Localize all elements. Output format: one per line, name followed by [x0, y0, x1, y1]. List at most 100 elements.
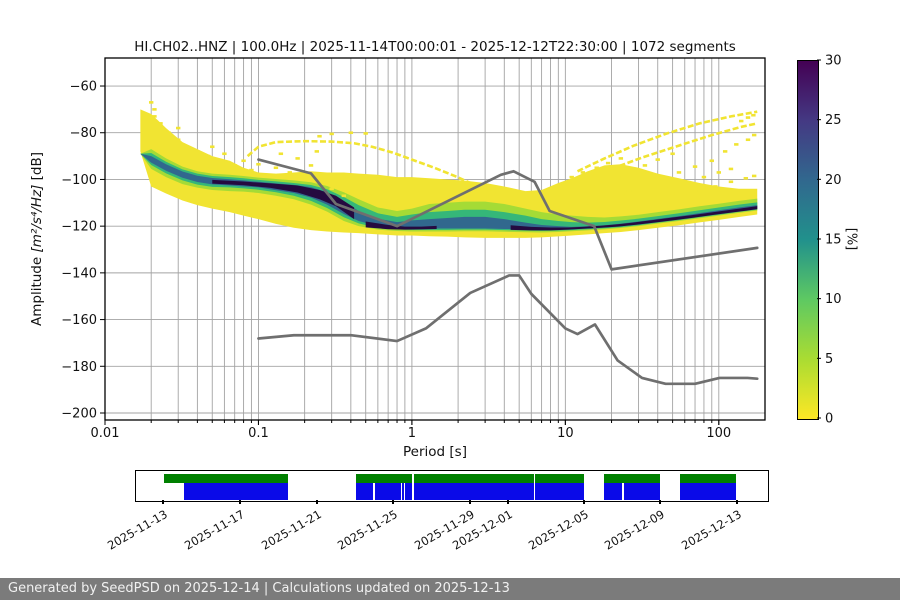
ppsd-outlier-cell [249, 168, 254, 172]
ppsd-outlier-cell [745, 138, 751, 142]
ppsd-outlier-cell [682, 194, 687, 198]
ppsd-outlier-cell [739, 119, 744, 123]
y-tick-label: −100 [61, 173, 97, 188]
ppsd-outlier-cell [295, 157, 300, 160]
ppsd-outlier-cell [697, 189, 702, 193]
ppsd-outlier-cell [273, 166, 279, 170]
ppsd-outlier-cell [308, 164, 314, 167]
ppsd-outlier-cell [222, 152, 227, 156]
timeline-psd-segment [405, 483, 413, 500]
ppsd-outlier-cell [716, 171, 722, 174]
timeline-tick-mark [736, 500, 738, 504]
ppsd-outlier-cell [713, 185, 718, 188]
y-axis-label-units: [m²/s⁴/Hz] [29, 184, 45, 253]
y-tick-label: −80 [70, 126, 97, 141]
ppsd-outlier-cell [655, 178, 660, 181]
ppsd-outlier-cell [602, 180, 607, 184]
ppsd-outlier-cell [682, 181, 687, 185]
y-tick-label: −120 [61, 220, 97, 235]
ppsd-outlier-cell [751, 113, 756, 117]
ppsd-outlier-cell [176, 126, 181, 130]
timeline-tick-mark [583, 500, 585, 504]
y-tick-label: −160 [61, 313, 97, 328]
footer-bar: Generated by SeedPSD on 2025-12-14 | Cal… [0, 578, 900, 600]
ppsd-outlier-cell [348, 131, 354, 135]
ppsd-outlier-cell [317, 134, 322, 138]
ppsd-outlier-cell [663, 187, 668, 191]
timeline-psd-segment [355, 483, 374, 500]
timeline-psd-segment [535, 483, 585, 500]
ppsd-outlier-cell [314, 150, 319, 153]
timeline-archive-segment [603, 474, 660, 484]
ppsd-outlier-cell [232, 164, 237, 167]
nhnm-line [257, 158, 759, 271]
colorbar-tick-label: 10 [825, 292, 842, 307]
ppsd-outlier-cell [216, 159, 221, 163]
x-tick-label: 0.1 [248, 426, 269, 441]
ppsd-outlier-cell [241, 159, 246, 163]
ppsd-outlier-cell [670, 152, 675, 156]
y-axis-label-db: [dB] [29, 151, 45, 185]
colorbar-tick-label: 20 [825, 173, 842, 188]
ppsd-mode-ridge [365, 221, 437, 230]
ppsd-outlier-cell [701, 175, 707, 179]
ppsd-outlier-cell [728, 180, 734, 184]
timeline-psd-segment [623, 483, 660, 500]
x-tick-label: 0.01 [91, 426, 120, 441]
timeline-tick-mark [469, 500, 471, 504]
ppsd-outlier-cell [734, 143, 739, 146]
timeline-tick-mark [659, 500, 661, 504]
ppsd-outlier-cell [629, 169, 634, 173]
timeline-psd-segment [413, 483, 534, 500]
ppsd-outlier-cell [640, 185, 646, 188]
ppsd-outlier-cell [609, 196, 614, 200]
timeline-archive-segment [413, 474, 534, 484]
data-availability-timeline [135, 470, 769, 502]
ppsd-outlier-cell [569, 175, 574, 179]
ppsd-outlier-cell [709, 159, 714, 163]
timeline-psd-segment [183, 483, 288, 500]
ppsd-outlier-arc [611, 122, 758, 171]
ppsd-outlier-cell [745, 116, 751, 119]
ppsd-outlier-arc [246, 139, 496, 195]
ppsd-outlier-cell [329, 132, 334, 136]
ppsd-outlier-cell [751, 174, 757, 178]
ppsd-outlier-cell [692, 165, 698, 168]
ppsd-outlier-cell [594, 166, 599, 170]
ppsd-outlier-cell [163, 140, 169, 144]
ppsd-outlier-cell [195, 150, 200, 153]
ppsd-outlier-cell [626, 189, 632, 193]
ppsd-outlier-cell [341, 194, 347, 198]
ppsd-band-low-probability [140, 109, 758, 238]
ppsd-outlier-cell [148, 101, 154, 104]
ppsd-outlier-cell [287, 171, 292, 174]
ppsd-outlier-cell [624, 194, 629, 198]
y-axis-label: Amplitude [m²/s⁴/Hz] [dB] [29, 152, 45, 326]
colorbar-tick-label: 30 [825, 54, 842, 69]
ppsd-outlier-cell [642, 164, 648, 167]
ppsd-outlier-cell [184, 145, 189, 149]
x-tick-label: 100 [706, 426, 731, 441]
ppsd-outlier-cell [152, 108, 157, 111]
ppsd-outlier-cell [751, 133, 757, 137]
ppsd-outlier-cell [176, 138, 181, 142]
colorbar-tick-label: 25 [825, 113, 842, 128]
timeline-tick-mark [239, 500, 241, 504]
ppsd-outlier-cell [329, 187, 334, 191]
y-tick-label: −200 [61, 406, 97, 421]
timeline-archive-segment [680, 474, 736, 484]
ppsd-outlier-cell [186, 154, 191, 158]
colorbar-gradient [797, 60, 819, 420]
ppsd-outlier-cell [166, 131, 171, 135]
ppsd-outlier-cell [743, 176, 749, 180]
ppsd-outlier-cell [363, 132, 368, 135]
ppsd-outlier-cell [585, 201, 590, 205]
x-tick-label: 1 [408, 426, 416, 441]
ppsd-outlier-cell [646, 196, 652, 200]
colorbar-tick-label: 0 [825, 412, 833, 427]
ppsd-outlier-cell [676, 171, 682, 174]
ppsd-outlier-cell [302, 175, 307, 179]
ppsd-outlier-cell [655, 158, 660, 161]
timeline-tick-mark [316, 500, 318, 504]
